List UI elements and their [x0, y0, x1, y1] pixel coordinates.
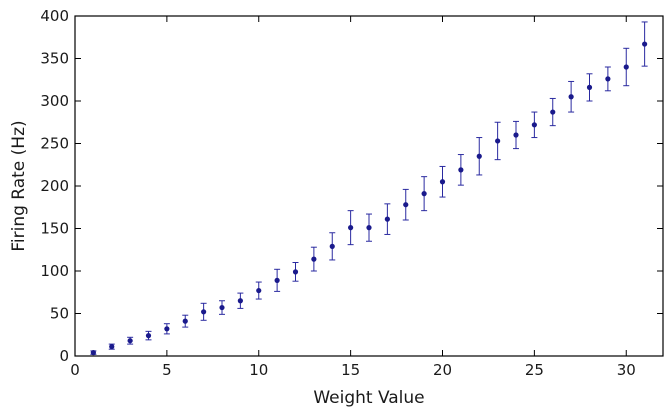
error-point	[476, 137, 483, 176]
data-point	[642, 41, 648, 47]
data-point	[384, 216, 390, 222]
error-point	[255, 281, 262, 300]
data-point	[550, 109, 556, 115]
x-tick-label: 5	[162, 361, 172, 379]
data-point	[237, 298, 243, 304]
data-point	[366, 225, 372, 231]
error-point	[457, 154, 464, 186]
x-tick-label: 20	[433, 361, 452, 379]
y-axis-label: Firing Rate (Hz)	[9, 120, 29, 251]
data-points	[90, 21, 648, 356]
error-point	[219, 300, 225, 315]
error-point	[586, 73, 593, 102]
data-point	[403, 202, 409, 208]
x-tick-label: 0	[70, 361, 80, 379]
error-point	[384, 203, 391, 235]
error-point	[641, 21, 648, 67]
data-point	[127, 338, 133, 344]
y-tick-label: 400	[40, 7, 69, 25]
error-point	[402, 188, 409, 221]
data-point	[605, 76, 611, 82]
y-tick-label: 250	[40, 135, 69, 153]
data-point	[292, 269, 299, 275]
x-tick-label: 10	[249, 361, 268, 379]
data-point	[421, 191, 427, 197]
error-point	[604, 66, 611, 92]
error-point	[292, 262, 299, 282]
error-point	[347, 210, 354, 246]
error-point	[108, 343, 115, 350]
data-point	[311, 256, 317, 262]
x-axis-label: Weight Value	[313, 388, 424, 408]
data-point	[201, 309, 207, 315]
error-point	[90, 350, 97, 356]
y-tick-label: 50	[50, 305, 69, 323]
error-point	[329, 232, 336, 261]
data-point	[182, 318, 188, 324]
error-point	[513, 120, 519, 150]
y-tick-label: 150	[40, 220, 69, 238]
data-point	[586, 84, 593, 90]
error-point	[494, 121, 501, 161]
error-point	[200, 302, 207, 321]
y-tick-label: 0	[59, 347, 69, 365]
data-point	[439, 179, 446, 185]
error-point	[237, 292, 244, 309]
data-point	[568, 94, 574, 100]
x-tick-label: 15	[341, 361, 360, 379]
error-point	[568, 80, 575, 113]
error-point	[310, 246, 317, 272]
data-point	[458, 167, 464, 173]
data-point	[145, 333, 152, 339]
data-point	[219, 304, 225, 311]
data-point	[274, 277, 280, 283]
y-tick-label: 200	[40, 177, 69, 195]
data-point	[513, 132, 519, 138]
data-point	[109, 344, 115, 350]
plot-frame	[74, 15, 664, 357]
data-point	[348, 225, 354, 231]
error-point	[274, 268, 281, 292]
data-point	[495, 138, 501, 144]
y-tick-label: 300	[40, 92, 69, 110]
error-point	[366, 213, 372, 242]
data-point	[476, 153, 482, 159]
error-point	[127, 336, 134, 345]
error-point	[549, 97, 556, 127]
y-tick-label: 350	[40, 50, 69, 68]
error-point	[182, 314, 189, 328]
data-point	[90, 350, 96, 356]
error-point	[531, 111, 538, 139]
error-point	[145, 330, 152, 341]
error-point	[439, 165, 446, 198]
data-point	[531, 122, 537, 128]
y-tick-label: 100	[40, 262, 69, 280]
data-point	[164, 326, 170, 332]
error-point	[421, 176, 428, 212]
error-point	[623, 47, 630, 87]
x-tick-label: 30	[617, 361, 636, 379]
data-point	[623, 64, 629, 70]
data-point	[256, 287, 262, 294]
x-tick-label: 25	[525, 361, 544, 379]
error-point	[163, 323, 170, 335]
data-point	[329, 243, 335, 249]
